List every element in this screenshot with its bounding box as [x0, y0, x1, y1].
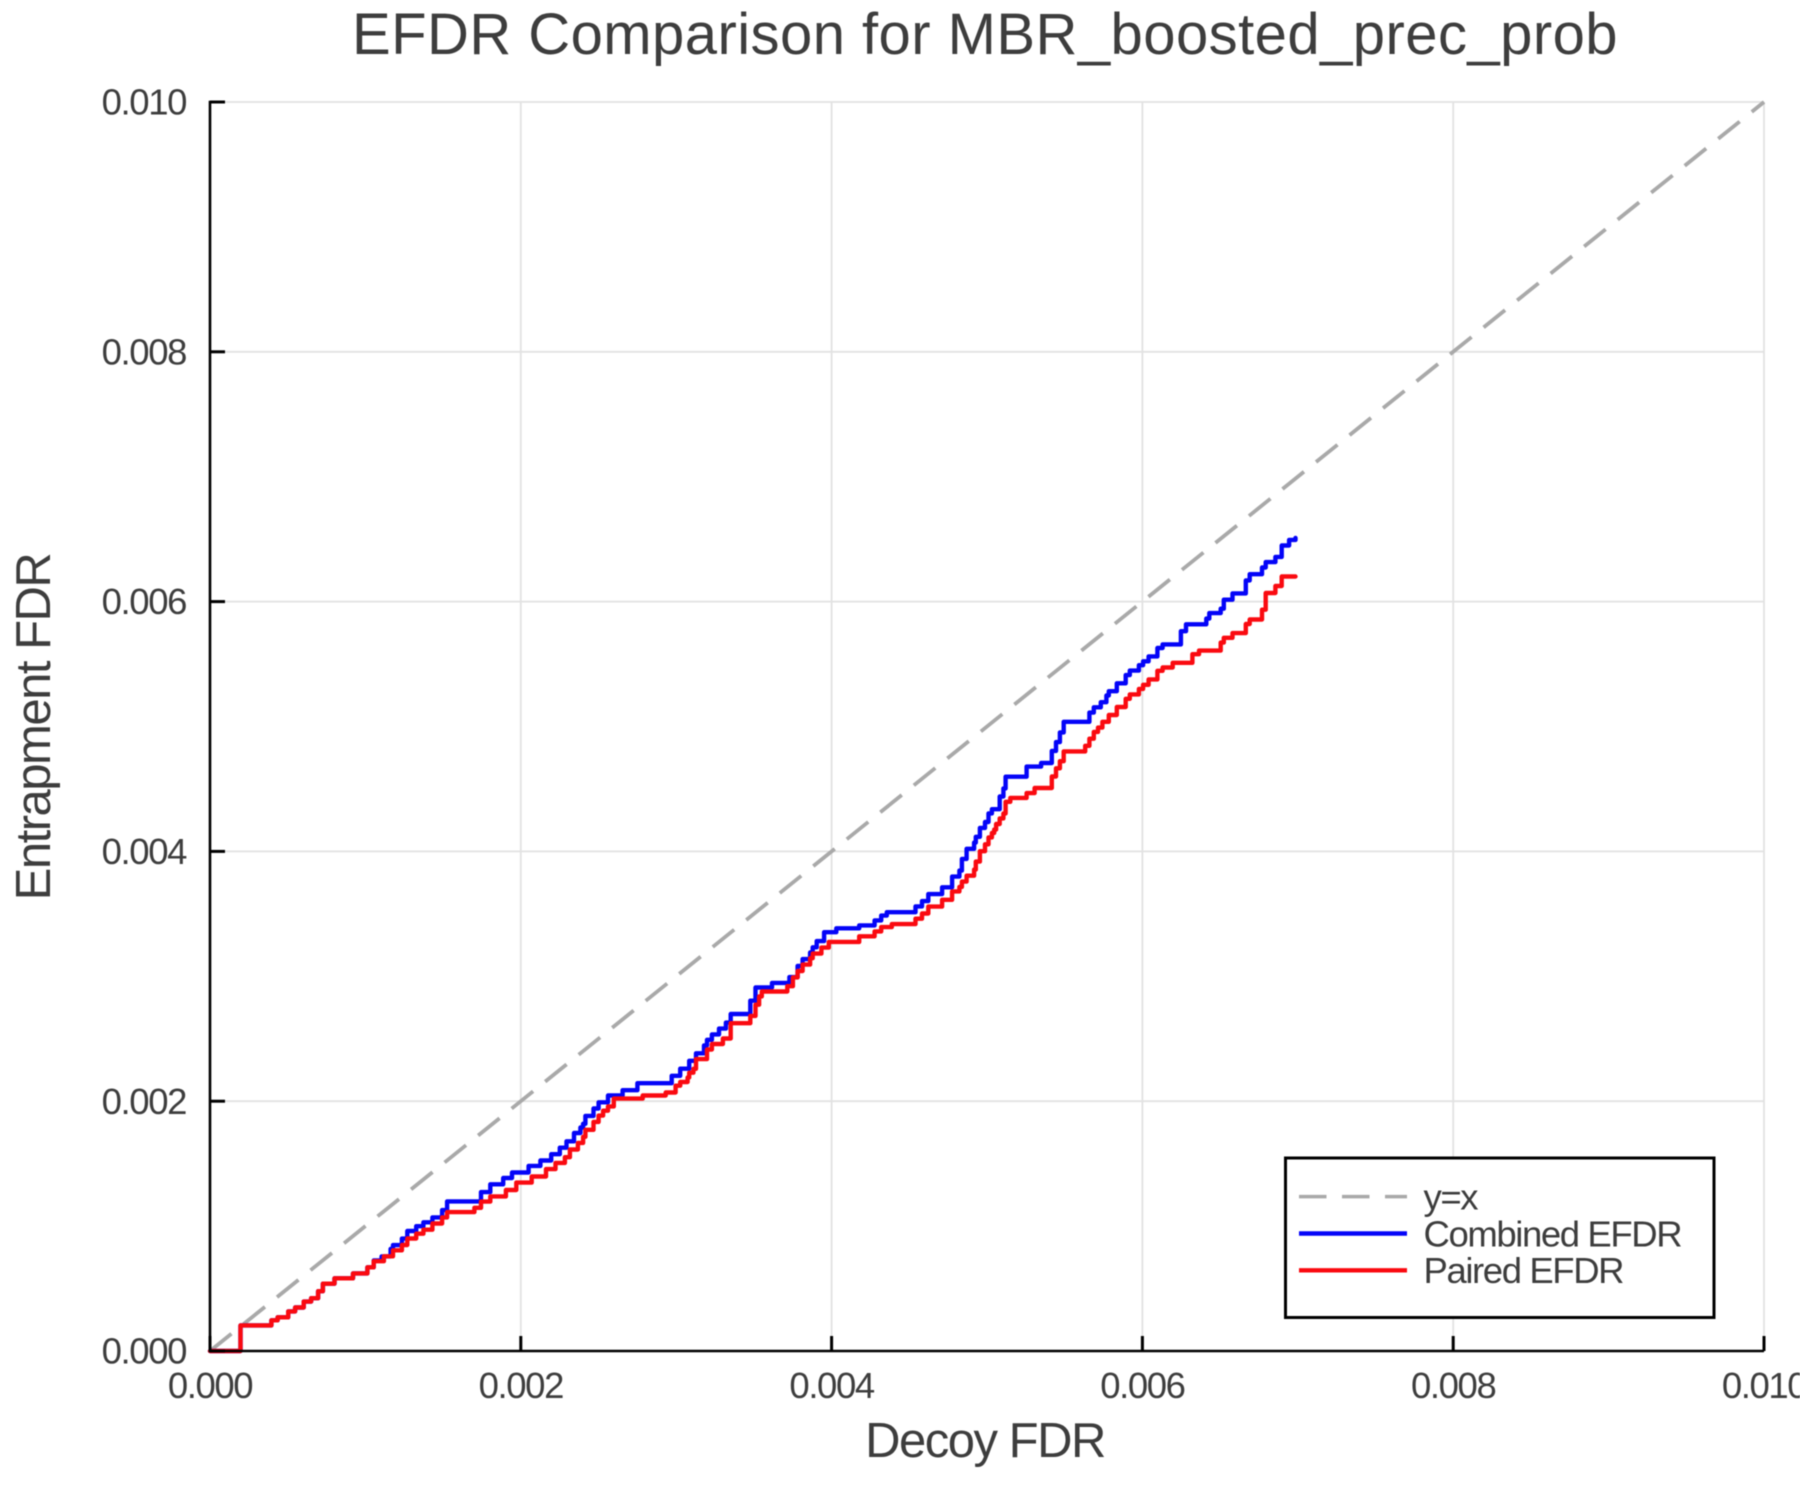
svg-text:0.002: 0.002: [479, 1365, 563, 1406]
svg-text:EFDR Comparison for MBR_booste: EFDR Comparison for MBR_boosted_prec_pro…: [352, 2, 1618, 67]
svg-text:0.010: 0.010: [1722, 1365, 1800, 1406]
svg-text:0.008: 0.008: [102, 331, 186, 372]
svg-text:0.000: 0.000: [168, 1365, 252, 1406]
svg-text:Paired EFDR: Paired EFDR: [1424, 1250, 1624, 1291]
svg-text:0.000: 0.000: [102, 1331, 186, 1372]
svg-text:0.002: 0.002: [102, 1081, 186, 1122]
svg-text:0.006: 0.006: [1100, 1365, 1184, 1406]
svg-text:0.004: 0.004: [789, 1365, 874, 1406]
svg-text:Entrapment FDR: Entrapment FDR: [7, 554, 61, 901]
svg-text:y=x: y=x: [1424, 1176, 1479, 1217]
svg-text:0.004: 0.004: [102, 831, 187, 872]
svg-text:Combined EFDR: Combined EFDR: [1424, 1213, 1682, 1254]
svg-text:0.006: 0.006: [102, 581, 186, 622]
svg-text:0.010: 0.010: [102, 82, 186, 123]
svg-text:0.008: 0.008: [1411, 1365, 1495, 1406]
svg-text:Decoy FDR: Decoy FDR: [865, 1414, 1105, 1468]
